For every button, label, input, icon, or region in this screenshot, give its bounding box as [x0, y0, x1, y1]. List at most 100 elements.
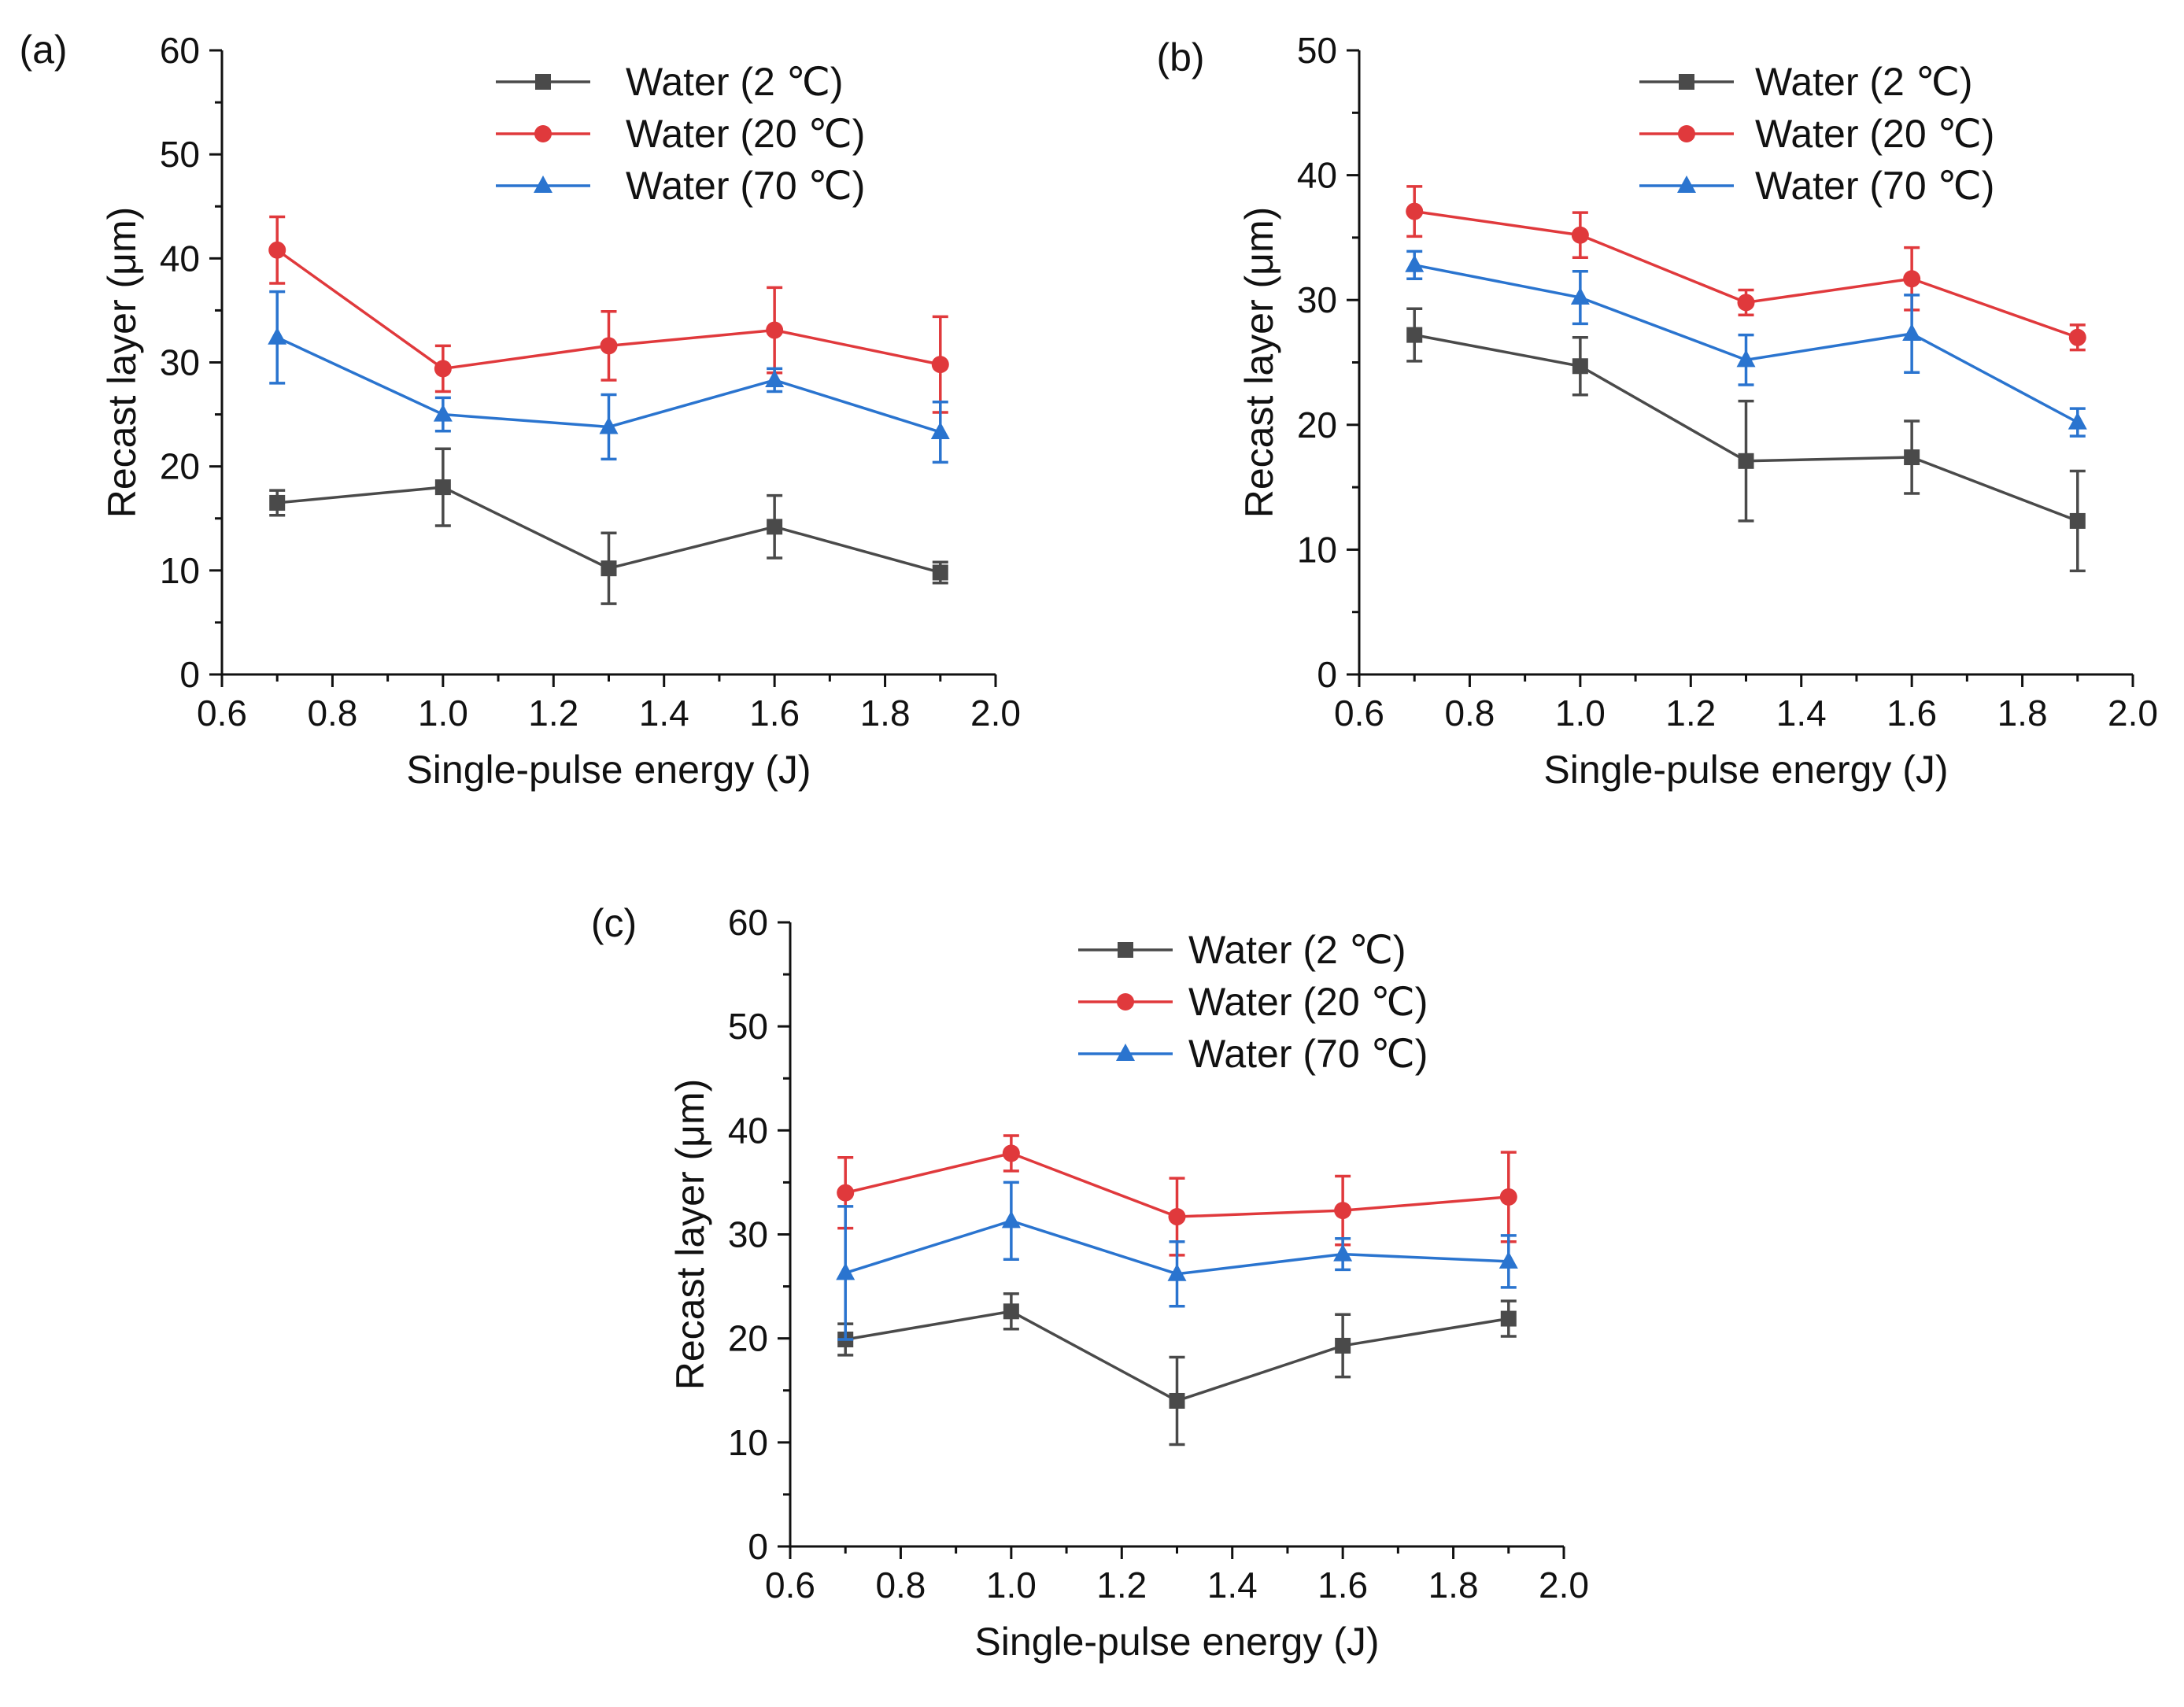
chart-panel-c: (c) 0 10 20 30 40 50 60 0.6 0.8 1.0 1.2 1.4 1.6 1.8 2.0…	[591, 901, 1589, 1664]
data-point	[268, 241, 286, 259]
legend-marker	[1118, 942, 1133, 958]
y-tick-label: 20	[160, 446, 200, 487]
x-tick-label: 1.6	[1887, 693, 1937, 733]
data-point	[1003, 1303, 1019, 1320]
data-point	[268, 327, 287, 345]
legend-label: Water (20 ℃)	[1755, 112, 1994, 156]
data-point	[1499, 1188, 1517, 1206]
data-point	[1168, 1208, 1186, 1226]
data-point	[932, 564, 948, 581]
chart-panel-a: (a) 0 10 20 30 40 50 60 0.6 0.8 1.0 1.2 1.4 1.6 1.8 2.0…	[19, 28, 1021, 792]
data-point	[1405, 254, 1425, 272]
y-tick-label: 60	[160, 30, 200, 71]
data-point	[433, 404, 453, 422]
chart-panel-b: (b) 0 10 20 30 40 50 0.6 0.8 1.0 1.2 1.4 1.6 1.8 2.0 Si…	[1156, 30, 2158, 792]
x-tick-label: 1.4	[1776, 693, 1827, 733]
data-point	[1571, 226, 1589, 244]
data-point	[1738, 453, 1754, 469]
legend-marker	[534, 125, 552, 142]
y-tick-label: 20	[728, 1318, 768, 1359]
legend-label: Water (70 ℃)	[1755, 164, 1994, 208]
series-3	[1405, 249, 2087, 438]
legend-marker	[535, 74, 551, 90]
legend-marker	[534, 176, 552, 193]
legend-label: Water (70 ℃)	[626, 164, 865, 208]
x-tick-label: 1.6	[1317, 1565, 1368, 1605]
legend-entry: Water (2 ℃)	[1078, 928, 1406, 972]
data-point	[601, 560, 617, 577]
data-point	[1737, 294, 1755, 312]
y-tick-label: 40	[160, 238, 200, 279]
legend-label: Water (2 ℃)	[1755, 60, 1973, 104]
y-tick-label: 50	[1297, 30, 1337, 71]
data-point	[930, 422, 950, 440]
x-tick-label: 1.4	[639, 693, 689, 733]
x-tick-label: 1.0	[1555, 693, 1606, 733]
x-axis-title: Single-pulse energy (J)	[406, 748, 811, 792]
data-point	[1736, 349, 1756, 368]
data-point	[1572, 358, 1588, 375]
data-point	[600, 337, 618, 355]
y-tick-label: 10	[728, 1422, 768, 1463]
legend-entry: Water (20 ℃)	[1639, 112, 1994, 156]
y-axis-title: Recast layer (μm)	[100, 207, 144, 519]
data-point	[269, 494, 286, 511]
panel-label: (b)	[1156, 35, 1204, 79]
series-2	[837, 1134, 1517, 1257]
data-point	[837, 1184, 855, 1202]
data-point	[1500, 1310, 1517, 1327]
data-point	[2069, 512, 2086, 529]
data-point	[931, 356, 949, 374]
x-tick-label: 0.6	[1334, 693, 1384, 733]
data-point	[836, 1262, 855, 1280]
x-tick-label: 2.0	[2108, 693, 2158, 733]
series-1	[269, 447, 948, 605]
x-tick-label: 0.8	[307, 693, 357, 733]
y-tick-label: 0	[1317, 654, 1337, 695]
y-tick-label: 0	[748, 1526, 768, 1567]
legend-entry: Water (2 ℃)	[1639, 60, 1973, 104]
y-tick-label: 40	[728, 1110, 768, 1151]
data-point	[1406, 327, 1423, 343]
x-tick-label: 0.6	[765, 1565, 815, 1605]
data-point	[767, 519, 783, 535]
data-point	[1903, 270, 1921, 288]
legend-label: Water (20 ℃)	[1188, 980, 1428, 1024]
legend-entry: Water (70 ℃)	[1078, 1032, 1428, 1076]
x-tick-label: 0.6	[197, 693, 247, 733]
y-tick-label: 30	[160, 342, 200, 383]
series-3	[836, 1180, 1518, 1341]
legend-marker	[1116, 1044, 1135, 1061]
x-tick-label: 1.0	[986, 1565, 1037, 1605]
y-tick-label: 50	[728, 1006, 768, 1047]
legend-label: Water (70 ℃)	[1188, 1032, 1428, 1076]
x-tick-label: 1.2	[1665, 693, 1716, 733]
legend-entry: Water (20 ℃)	[496, 112, 865, 156]
y-tick-label: 60	[728, 902, 768, 943]
legend-label: Water (2 ℃)	[626, 60, 844, 104]
x-tick-label: 1.8	[860, 693, 911, 733]
y-tick-label: 40	[1297, 155, 1337, 196]
data-point	[765, 369, 785, 387]
legend-entry: Water (20 ℃)	[1078, 980, 1428, 1024]
series-2	[268, 215, 949, 414]
panel-label: (c)	[591, 901, 637, 945]
data-point	[766, 321, 784, 339]
data-point	[1902, 323, 1922, 342]
data-point	[2068, 412, 2087, 430]
data-point	[1001, 1210, 1021, 1229]
x-tick-label: 1.8	[1997, 693, 2048, 733]
data-point	[1333, 1243, 1353, 1262]
data-point	[1904, 449, 1920, 466]
data-point	[2068, 328, 2086, 346]
data-point	[599, 416, 619, 434]
series-1	[837, 1292, 1517, 1447]
x-tick-label: 2.0	[1539, 1565, 1589, 1605]
data-point	[1498, 1251, 1518, 1269]
x-tick-label: 1.4	[1207, 1565, 1258, 1605]
legend-entry: Water (70 ℃)	[496, 164, 865, 208]
legend-marker	[1117, 993, 1134, 1011]
y-axis-title: Recast layer (μm)	[668, 1079, 712, 1391]
data-point	[1167, 1263, 1187, 1281]
